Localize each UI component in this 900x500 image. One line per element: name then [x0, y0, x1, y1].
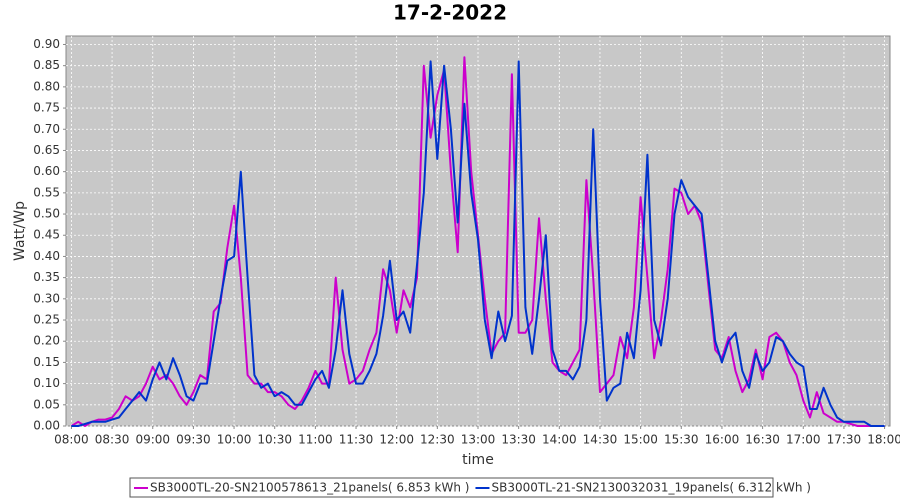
y-tick-label: 0.05 — [33, 397, 60, 411]
x-tick-label: 08:30 — [95, 433, 130, 447]
y-tick-label: 0.90 — [33, 37, 60, 51]
y-tick-label: 0.10 — [33, 376, 60, 390]
y-tick-label: 0.40 — [33, 249, 60, 263]
x-tick-label: 15:00 — [623, 433, 658, 447]
x-tick-label: 14:30 — [583, 433, 618, 447]
y-tick-label: 0.85 — [33, 58, 60, 72]
y-tick-label: 0.20 — [33, 334, 60, 348]
x-tick-label: 13:00 — [461, 433, 496, 447]
y-tick-label: 0.00 — [33, 419, 60, 433]
x-tick-label: 09:00 — [135, 433, 170, 447]
x-tick-label: 08:00 — [54, 433, 89, 447]
y-tick-label: 0.50 — [33, 207, 60, 221]
x-tick-label: 16:00 — [705, 433, 740, 447]
x-tick-label: 10:30 — [257, 433, 292, 447]
y-tick-label: 0.15 — [33, 355, 60, 369]
y-tick-label: 0.75 — [33, 101, 60, 115]
x-tick-label: 11:30 — [339, 433, 374, 447]
y-tick-label: 0.30 — [33, 291, 60, 305]
y-tick-label: 0.65 — [33, 143, 60, 157]
y-tick-label: 0.55 — [33, 185, 60, 199]
x-tick-label: 11:00 — [298, 433, 333, 447]
x-tick-label: 17:00 — [786, 433, 821, 447]
y-tick-label: 0.45 — [33, 228, 60, 242]
y-tick-label: 0.70 — [33, 122, 60, 136]
x-tick-label: 15:30 — [664, 433, 699, 447]
series-line — [71, 60, 885, 427]
x-tick-label: 13:30 — [501, 433, 536, 447]
x-tick-label: 10:00 — [217, 433, 252, 447]
x-axis-label: time — [462, 452, 494, 468]
x-tick-label: 16:30 — [745, 433, 780, 447]
x-tick-label: 17:30 — [827, 433, 862, 447]
x-tick-label: 12:30 — [420, 433, 455, 447]
legend — [129, 477, 774, 498]
x-tick-label: 14:00 — [542, 433, 577, 447]
chart-title: 17-2-2022 — [393, 1, 507, 25]
legend-label: SB3000TL-21-SN2130032031_19panels( 6.312… — [491, 481, 810, 495]
y-tick-label: 0.25 — [33, 313, 60, 327]
x-tick-label: 12:00 — [379, 433, 414, 447]
y-tick-label: 0.60 — [33, 164, 60, 178]
legend-label: SB3000TL-20-SN2100578613_21panels( 6.853… — [150, 481, 469, 495]
x-tick-label: 18:00 — [867, 433, 900, 447]
y-tick-label: 0.35 — [33, 270, 60, 284]
y-axis-label: Watt/Wp — [12, 201, 28, 261]
x-tick-label: 09:30 — [176, 433, 211, 447]
y-tick-label: 0.80 — [33, 79, 60, 93]
